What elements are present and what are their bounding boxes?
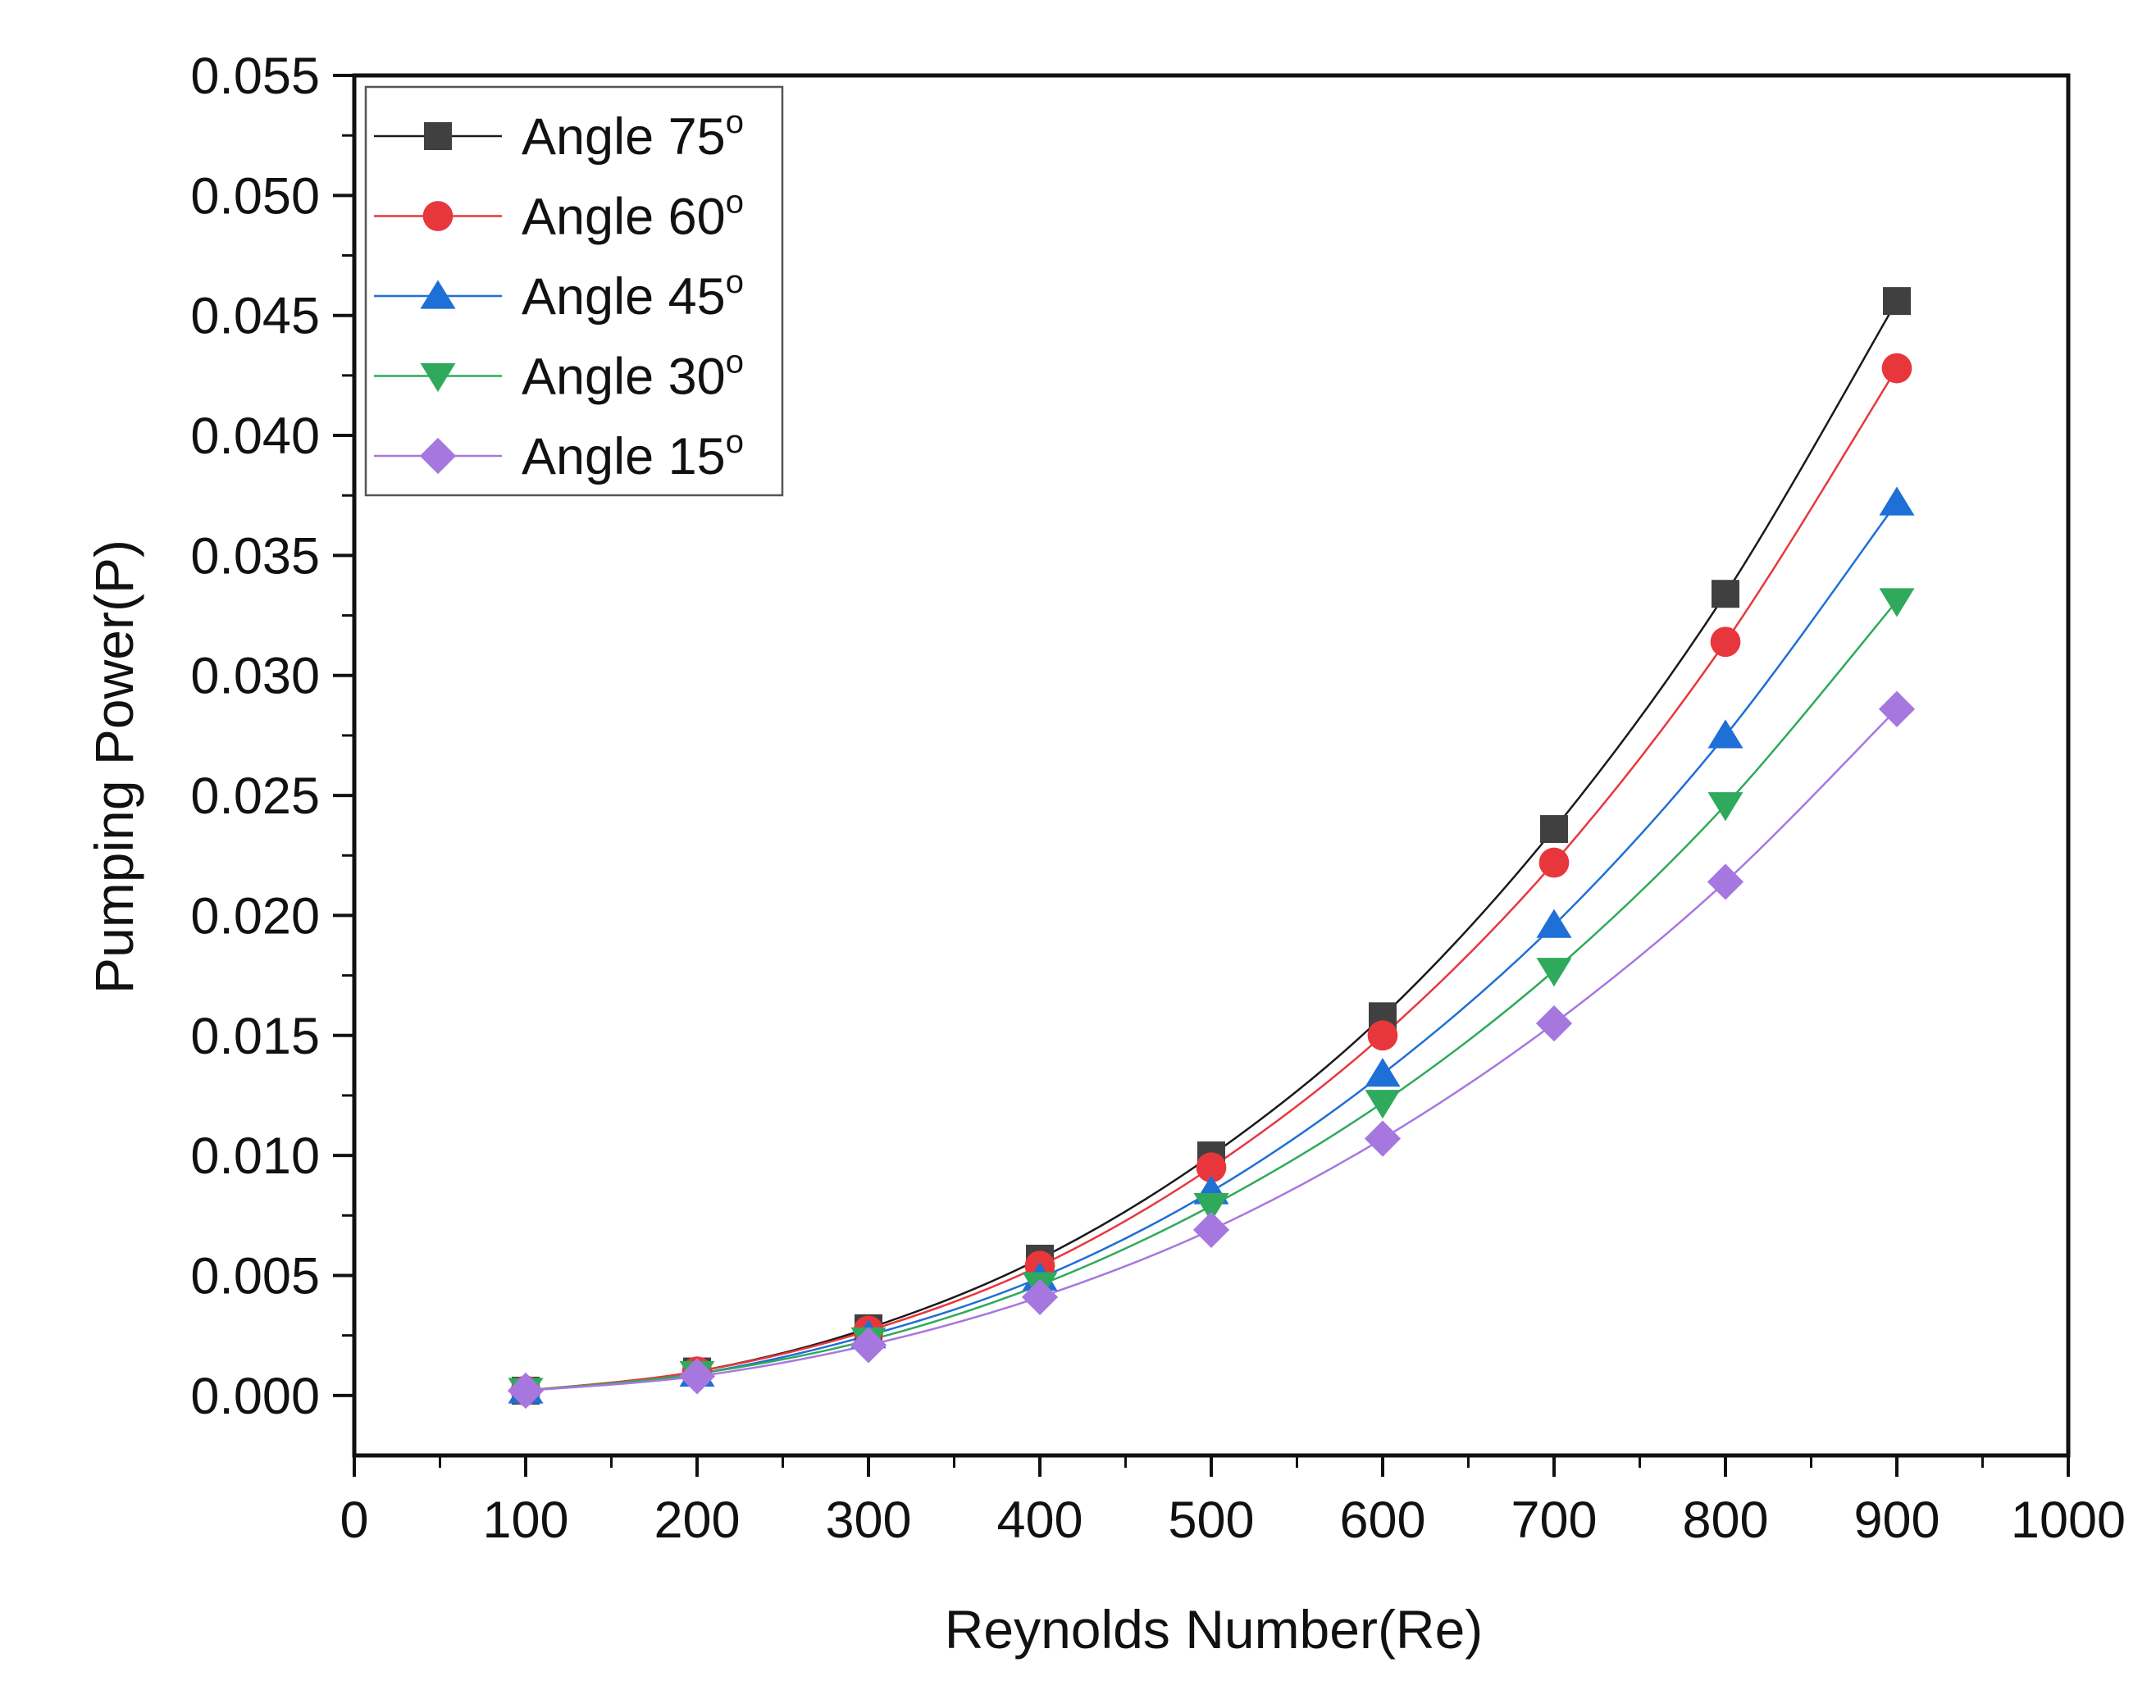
data-point-diamond — [507, 1372, 545, 1410]
y-tick-label: 0.050 — [190, 167, 320, 225]
data-point-diamond — [1707, 863, 1744, 900]
legend-degree-mark: o — [726, 184, 744, 221]
data-point-triangle-up — [1879, 486, 1915, 516]
y-tick-label: 0.020 — [190, 887, 320, 945]
legend-degree-mark: o — [726, 424, 744, 460]
legend-marker-triangle-down — [420, 362, 456, 393]
data-point-square — [1712, 580, 1739, 608]
legend-marker-triangle-up — [420, 280, 456, 309]
data-point-triangle-up — [1365, 1058, 1401, 1087]
y-tick-label: 0.010 — [190, 1127, 320, 1185]
data-point-circle — [1196, 1152, 1227, 1183]
legend-label: Angle 15o — [522, 424, 744, 485]
data-point-circle — [1710, 626, 1741, 658]
x-tick-label: 100 — [482, 1492, 568, 1549]
data-point-triangle-down — [1193, 1192, 1229, 1223]
data-point-triangle-down — [1879, 588, 1915, 617]
x-tick-label: 200 — [654, 1492, 740, 1549]
data-point-square — [1883, 287, 1911, 316]
data-point-triangle-down — [1536, 958, 1572, 987]
data-point-triangle-down — [1365, 1090, 1401, 1119]
x-tick-label: 900 — [1853, 1492, 1939, 1549]
data-point-circle — [1367, 1020, 1398, 1051]
series-line — [525, 708, 1898, 1392]
legend-label: Angle 60o — [522, 184, 744, 246]
y-tick-label: 0.000 — [190, 1368, 320, 1425]
x-tick-label: 600 — [1339, 1492, 1425, 1549]
series-line — [525, 367, 1898, 1392]
y-tick-label: 0.005 — [190, 1247, 320, 1305]
legend-degree-mark: o — [726, 344, 744, 380]
data-point-diamond — [678, 1358, 716, 1395]
x-tick-label: 500 — [1168, 1492, 1254, 1549]
x-tick-label: 700 — [1511, 1492, 1597, 1549]
data-point-square — [1540, 815, 1568, 844]
data-point-diamond — [1192, 1211, 1230, 1248]
legend-label: Angle 75o — [522, 104, 744, 166]
data-point-circle — [1881, 353, 1912, 384]
x-tick-label: 0 — [340, 1492, 368, 1549]
series-line — [525, 600, 1898, 1392]
axis-ticks — [333, 74, 2070, 1477]
legend-label: Angle 45o — [522, 264, 744, 326]
series-line — [525, 502, 1898, 1392]
data-point-triangle-down — [1707, 792, 1743, 822]
x-tick-label: 1000 — [2011, 1492, 2126, 1549]
x-axis-title: Reynolds Number(Re) — [945, 1599, 1484, 1660]
series-lines — [525, 300, 1898, 1392]
data-point-triangle-up — [1707, 719, 1743, 749]
y-tick-label: 0.055 — [190, 48, 320, 105]
x-tick-label: 300 — [825, 1492, 911, 1549]
data-point-diamond — [1878, 690, 1916, 727]
y-tick-label: 0.045 — [190, 288, 320, 345]
data-point-triangle-up — [1536, 909, 1572, 938]
legend-marker-square — [424, 122, 452, 150]
data-point-diamond — [1364, 1120, 1402, 1157]
y-tick-label: 0.030 — [190, 648, 320, 705]
y-tick-label: 0.025 — [190, 767, 320, 825]
y-tick-label: 0.040 — [190, 408, 320, 465]
legend-marker-diamond — [419, 437, 457, 475]
x-axis-tick-labels: 0 100 200 300 400 500 600 700 800 900 1000 — [340, 1492, 2126, 1549]
y-axis-tick-labels: 0.000 0.005 0.010 0.015 0.020 0.025 0.030 0.035… — [190, 48, 320, 1425]
data-point-circle — [1538, 847, 1570, 878]
y-axis-title: Pumping Power(P) — [84, 540, 144, 994]
legend: Angle 75o Angle 60o Angle 45o Angle 30o Angl… — [364, 85, 784, 497]
x-tick-label: 800 — [1682, 1492, 1768, 1549]
legend-degree-mark: o — [726, 104, 744, 140]
y-tick-label: 0.035 — [190, 527, 320, 585]
x-tick-label: 400 — [996, 1492, 1083, 1549]
series-markers — [507, 287, 1916, 1410]
y-tick-label: 0.015 — [190, 1008, 320, 1065]
data-point-diamond — [1021, 1278, 1059, 1315]
legend-degree-mark: o — [726, 264, 744, 300]
data-point-diamond — [850, 1327, 887, 1364]
legend-marker-circle — [422, 201, 454, 231]
legend-label: Angle 30o — [522, 344, 744, 406]
data-point-diamond — [1535, 1005, 1573, 1042]
